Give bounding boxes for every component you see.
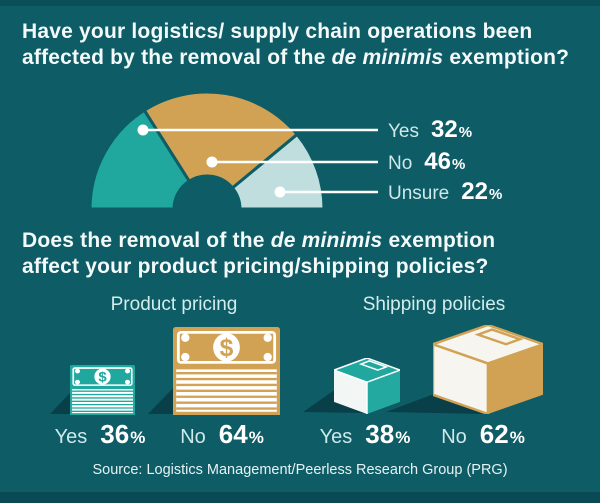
- stat-label: Yes: [54, 426, 88, 448]
- stat-shipping-policies-yes: Yes 38 %: [320, 419, 411, 450]
- legend-item-no: No 46 %: [388, 148, 465, 176]
- donut-leader-dots: [137, 124, 286, 198]
- question-1-line-2-post: exemption?: [443, 46, 570, 69]
- donut-segment-unsure: [230, 132, 326, 211]
- question-2-line-1-italic: de minimis: [270, 229, 383, 252]
- stat-unit: %: [395, 428, 411, 447]
- donut-segments: [88, 90, 326, 211]
- stat-product-pricing-no: No 64 %: [180, 419, 264, 450]
- leader-dot-unsure: [274, 186, 286, 198]
- question-1-line-2-italic: de minimis: [331, 46, 444, 69]
- shadow-money-small: [50, 392, 71, 414]
- bottom-border-strip: [0, 492, 600, 503]
- stat-unit: %: [248, 428, 264, 447]
- legend-unit-no: %: [452, 156, 466, 173]
- stat-value: 62: [479, 419, 509, 449]
- legend-item-yes: Yes 32 %: [388, 116, 472, 144]
- legend-value-no: 46: [424, 148, 451, 175]
- stat-unit: %: [130, 428, 146, 447]
- stat-shipping-policies-no: No 62 %: [441, 419, 525, 450]
- donut-segment-yes: [88, 108, 192, 211]
- stat-label: Yes: [319, 426, 353, 448]
- question-1-line-1: Have your logistics/ supply chain operat…: [22, 20, 533, 43]
- svg-text:$: $: [98, 370, 106, 385]
- question-2-title: Does the removal of the de minimis exemp…: [22, 228, 495, 280]
- stat-unit: %: [509, 428, 525, 447]
- legend-label-unsure: Unsure: [388, 183, 450, 204]
- shipping-box-icon: [334, 358, 400, 414]
- shipping-box-icon: [433, 325, 543, 414]
- stat-product-pricing-yes: Yes 36 %: [55, 419, 146, 450]
- shadow-box-large: [386, 394, 487, 414]
- question-2-line-1: Does the removal of the de minimis exemp…: [22, 228, 495, 254]
- product-pricing-header: Product pricing: [110, 294, 238, 315]
- question-2-line-1-pre: Does the removal of the: [22, 229, 271, 252]
- donut-segment-no: [142, 90, 300, 191]
- money-stack-icon: $: [173, 327, 280, 415]
- question-2-line-1-post: exemption: [382, 229, 496, 252]
- question-1-line-2: affected by the removal of the de minimi…: [22, 45, 569, 71]
- question-1-line-2-pre: affected by the removal of the: [22, 46, 332, 69]
- donut-leader-lines: [143, 128, 378, 194]
- question-1-title: Have your logistics/ supply chain operat…: [22, 19, 569, 71]
- top-border-strip: [0, 0, 600, 6]
- legend-label-no: No: [388, 153, 413, 174]
- stat-value: 64: [218, 419, 248, 449]
- legend-unit-yes: %: [458, 124, 473, 141]
- stat-label: No: [441, 426, 467, 448]
- stat-value: 38: [365, 419, 395, 449]
- source-attribution: Source: Logistics Management/Peerless Re…: [92, 462, 508, 478]
- legend-value-yes: 32: [431, 116, 458, 143]
- shipping-policies-header: Shipping policies: [362, 294, 506, 315]
- leader-dot-no: [206, 156, 218, 168]
- stat-label: No: [180, 426, 206, 448]
- leader-dot-yes: [137, 124, 149, 136]
- legend-value-unsure: 22: [461, 178, 488, 205]
- money-stack-icon: $: [70, 365, 135, 415]
- question-2-line-2: affect your product pricing/shipping pol…: [22, 255, 489, 278]
- svg-text:$: $: [220, 335, 234, 362]
- legend-label-yes: Yes: [388, 121, 419, 142]
- stat-value: 36: [100, 419, 130, 449]
- legend-item-unsure: Unsure 22 %: [388, 178, 502, 206]
- legend-unit-unsure: %: [488, 186, 503, 203]
- shadow-money-large: [148, 387, 174, 414]
